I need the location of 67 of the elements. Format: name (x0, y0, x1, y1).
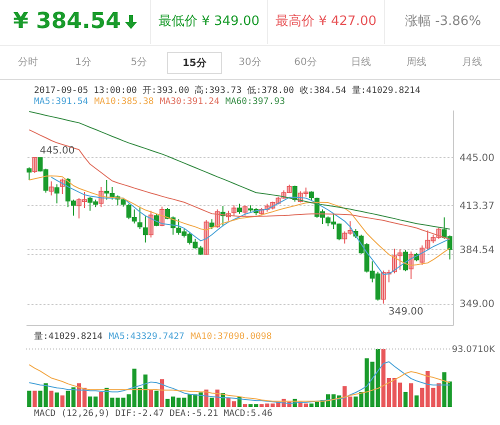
bar (60, 395, 64, 407)
bar (49, 390, 54, 407)
bar (27, 390, 32, 407)
candlestick (242, 204, 248, 216)
annotation: 349.00 (388, 306, 424, 318)
text: 日线 (350, 56, 372, 70)
text: MA10:37090.0098 (190, 332, 272, 342)
candlestick (54, 184, 60, 204)
candlestick (237, 203, 242, 214)
bar (414, 395, 419, 407)
bar (154, 390, 159, 407)
bar (409, 383, 414, 407)
bar (160, 379, 164, 407)
text: 周线 (406, 56, 428, 70)
text: 15分 (166, 52, 222, 74)
candlestick (430, 234, 436, 244)
candlestick (286, 184, 292, 194)
candlestick (348, 220, 353, 236)
text: MA5:391.54 (34, 97, 88, 107)
text: MA60:397.93 (225, 97, 286, 107)
candlestick (82, 192, 88, 209)
bar (32, 390, 37, 407)
candlestick (425, 230, 430, 251)
text: MA30:391.24 (160, 97, 220, 107)
candlestick (32, 156, 38, 174)
candlestick (209, 218, 214, 230)
text: 1分 (74, 56, 92, 70)
bar (148, 390, 154, 407)
bar (242, 404, 248, 407)
candlestick (231, 204, 236, 216)
chart-subtitle: 2017-09-05 13:00:00 开:393.00 高:393.73 低:378.00 收:384.54 量:41029.8214 (34, 84, 420, 97)
text: 5分 (130, 56, 148, 70)
chart-title: ¥ 384.54 (12, 8, 122, 36)
candlestick (204, 220, 209, 256)
ref-line-label: 93.0710K (452, 345, 496, 355)
y-tick-label: 445.00 (460, 152, 494, 164)
y-tick-label: 349.00 (460, 299, 494, 310)
text: 涨幅 -3.86% (384, 0, 500, 44)
candlestick (148, 210, 154, 238)
text: 分时 (16, 56, 39, 70)
candlestick (142, 216, 148, 244)
text: 最低价 ¥ 349.00 (150, 0, 267, 44)
bar (54, 392, 59, 407)
bar (210, 398, 214, 407)
bar (403, 392, 408, 407)
candlestick (420, 244, 425, 266)
text: 60分 (293, 56, 318, 70)
chart-subtitle: 量:41029.8214 (34, 332, 103, 342)
candlestick (398, 248, 402, 270)
candlestick (137, 206, 142, 230)
candlestick (48, 180, 54, 196)
candlestick (26, 166, 32, 180)
y-tick-label: 413.37 (460, 201, 494, 212)
text: 最高价 ¥ 427.00 (267, 0, 384, 44)
text: MA10:385.38 (94, 97, 154, 107)
text: MACD (12,26,9) DIF:-2.47 DEA:-5.21 MACD:5.46 (34, 409, 272, 419)
text: MA5:43329.7427 (108, 332, 184, 342)
text: 30分 (238, 56, 262, 70)
candlestick (342, 230, 348, 244)
candlestick (303, 187, 308, 198)
annotation: 445.00 (40, 145, 75, 156)
text: 月线 (461, 56, 484, 70)
bar (99, 392, 104, 407)
candlestick (76, 198, 82, 219)
candlestick (380, 270, 386, 304)
y-tick-label: 384.54 (460, 244, 494, 256)
candlestick (403, 250, 408, 272)
